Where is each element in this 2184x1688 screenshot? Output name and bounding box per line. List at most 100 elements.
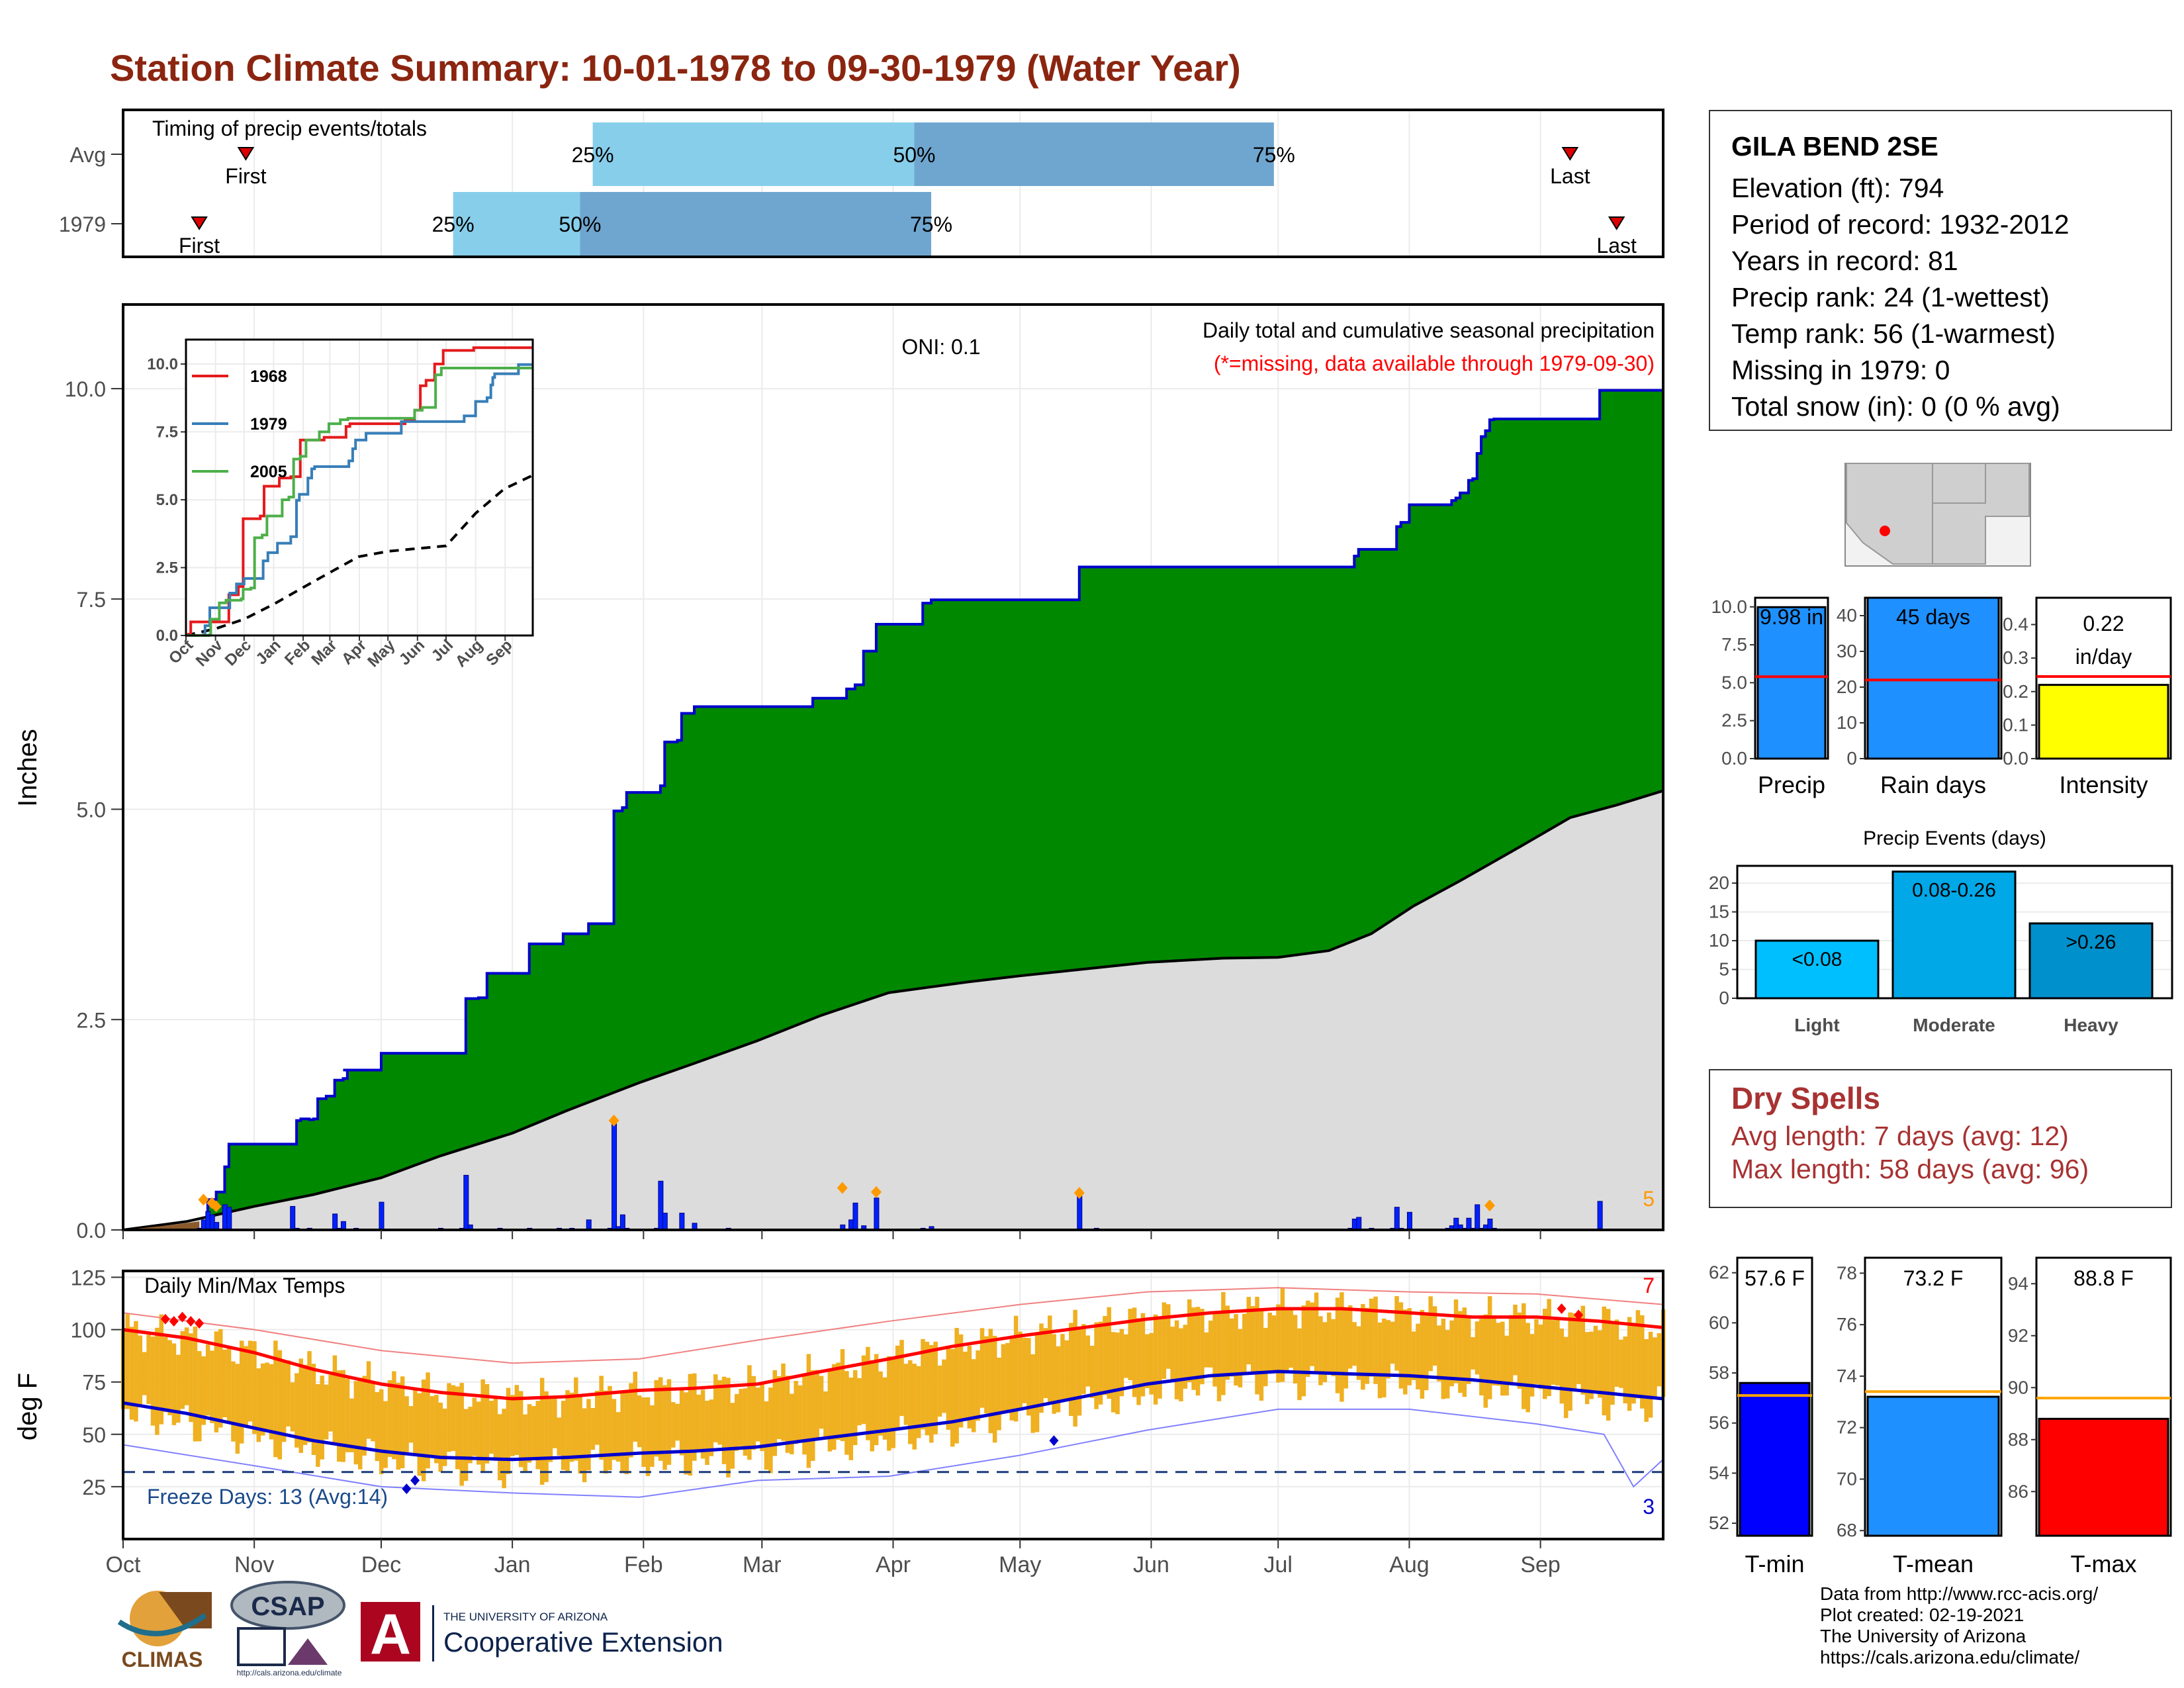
daily-temp-bar — [992, 1335, 997, 1443]
y-tick-label: 15 — [1709, 902, 1729, 922]
csap-url: http://cals.arizona.edu/climate — [237, 1668, 342, 1677]
panel-label: T-mean — [1893, 1550, 1974, 1577]
daily-temp-bar — [1005, 1342, 1010, 1411]
daily-temp-bar — [595, 1391, 600, 1445]
daily-temp-bar — [603, 1390, 608, 1474]
daily-temp-bar — [1039, 1323, 1044, 1413]
y-tick-label: 70 — [1837, 1468, 1857, 1489]
inset-y-tick-label: 7.5 — [156, 423, 178, 441]
daily-temp-bar — [1310, 1302, 1314, 1366]
daily-temp-bar — [1627, 1317, 1632, 1411]
percentile-label: 50% — [559, 212, 601, 236]
daily-temp-bar — [1034, 1335, 1040, 1432]
value-label: 9.98 in — [1760, 605, 1823, 629]
daily-temp-bar — [535, 1401, 540, 1470]
y-tick-label: 60 — [1709, 1312, 1729, 1333]
daily-temp-bar — [1195, 1307, 1201, 1396]
record-low-marker — [1049, 1435, 1059, 1446]
x-tick-label: Jun — [1133, 1552, 1169, 1577]
inset-legend-label: 2005 — [250, 463, 287, 481]
daily-temp-bar — [320, 1376, 324, 1460]
daily-temp-bar — [518, 1391, 523, 1468]
daily-temp-bar — [1208, 1320, 1213, 1368]
daily-temp-bar — [1598, 1330, 1602, 1398]
daily-temp-bar — [1623, 1336, 1627, 1403]
y-tick-label: 94 — [2008, 1273, 2028, 1293]
y-tick-label: 10.0 — [65, 377, 106, 401]
daily-temp-bar — [1547, 1299, 1551, 1396]
daily-temp-bar — [506, 1387, 511, 1474]
min-count: 3 — [1643, 1495, 1655, 1519]
daily-temp-bar — [1225, 1305, 1230, 1380]
daily-temp-bar — [1322, 1322, 1328, 1383]
station-marker — [1880, 526, 1890, 536]
daily-temp-bar — [666, 1379, 672, 1465]
daily-temp-bar — [1475, 1321, 1480, 1375]
dry-spells-box: Dry Spells Avg length: 7 days (avg: 12) … — [1709, 1069, 2172, 1208]
daily-temp-bar — [1128, 1309, 1132, 1380]
daily-temp-bar — [1653, 1337, 1657, 1398]
events-title: Precip Events (days) — [1863, 827, 2046, 849]
daily-temp-bar — [1657, 1333, 1662, 1387]
event-value-label: <0.08 — [1792, 949, 1843, 970]
daily-temp-bar — [620, 1391, 625, 1474]
daily-temp-bar — [1238, 1329, 1243, 1387]
daily-temp-bar — [921, 1338, 925, 1430]
y-tick-label: 62 — [1709, 1262, 1729, 1283]
daily-temp-bar — [743, 1388, 748, 1456]
daily-temp-bar — [811, 1370, 815, 1461]
daily-temp-bar — [692, 1373, 697, 1461]
y-tick-label: 100 — [71, 1319, 106, 1342]
daily-temp-bar — [633, 1372, 638, 1442]
timing-frame — [122, 109, 1664, 258]
daily-temp-bar — [717, 1380, 722, 1445]
dry-spells-max: Max length: 58 days (avg: 96) — [1731, 1154, 2089, 1184]
y-tick-label: 10.0 — [1711, 596, 1748, 617]
flagged-day-marker — [210, 1200, 222, 1213]
daily-temp-bar — [1631, 1323, 1636, 1404]
daily-temp-bar — [1580, 1305, 1586, 1395]
daily-temp-bar — [641, 1397, 646, 1467]
daily-temp-bar — [662, 1385, 667, 1470]
climas-logo-icon: CLIMAS — [117, 1591, 212, 1671]
daily-precip-bar — [226, 1207, 232, 1231]
x-tick-label: Nov — [234, 1552, 274, 1577]
station-line: Period of record: 1932-2012 — [1731, 209, 2070, 240]
daily-temp-bar — [392, 1371, 396, 1460]
daily-temp-bar — [544, 1391, 549, 1482]
y-tick-label: 52 — [1709, 1513, 1729, 1533]
daily-temp-bar — [1216, 1313, 1222, 1401]
daily-temp-bar — [1441, 1319, 1446, 1399]
daily-temp-bar — [167, 1340, 172, 1416]
daily-temp-bar — [134, 1321, 138, 1422]
daily-temp-bar — [1052, 1334, 1056, 1414]
daily-temp-bar — [434, 1395, 439, 1464]
daily-temp-bar — [1352, 1322, 1357, 1366]
daily-temp-bar — [967, 1345, 972, 1429]
daily-temp-bar — [827, 1370, 833, 1452]
panel-label: T-min — [1745, 1550, 1805, 1577]
station-line: Precip rank: 24 (1-wettest) — [1731, 282, 2050, 312]
daily-temp-bar — [1610, 1323, 1615, 1405]
daily-temp-bar — [1568, 1312, 1572, 1411]
y-tick-label: 74 — [1837, 1366, 1857, 1386]
percentile-label: 25% — [432, 212, 475, 236]
daily-temp-bar — [819, 1376, 824, 1429]
daily-temp-bar — [248, 1340, 253, 1422]
daily-temp-bar — [776, 1376, 782, 1439]
row-label: Avg — [69, 143, 106, 167]
daily-temp-bar — [1424, 1313, 1429, 1391]
flagged-day-marker — [608, 1114, 619, 1127]
daily-temp-bar — [790, 1393, 794, 1454]
daily-temp-bar — [1543, 1309, 1547, 1399]
daily-temp-bar — [895, 1345, 900, 1430]
daily-temp-bar — [806, 1354, 811, 1468]
daily-temp-bar — [459, 1383, 464, 1486]
early-area — [123, 1221, 200, 1230]
value-label: in/day — [2075, 645, 2132, 669]
daily-temp-bar — [273, 1340, 278, 1458]
daily-temp-bar — [1559, 1329, 1565, 1404]
daily-temp-bar — [1013, 1315, 1019, 1422]
daily-temp-bar — [1255, 1297, 1259, 1395]
